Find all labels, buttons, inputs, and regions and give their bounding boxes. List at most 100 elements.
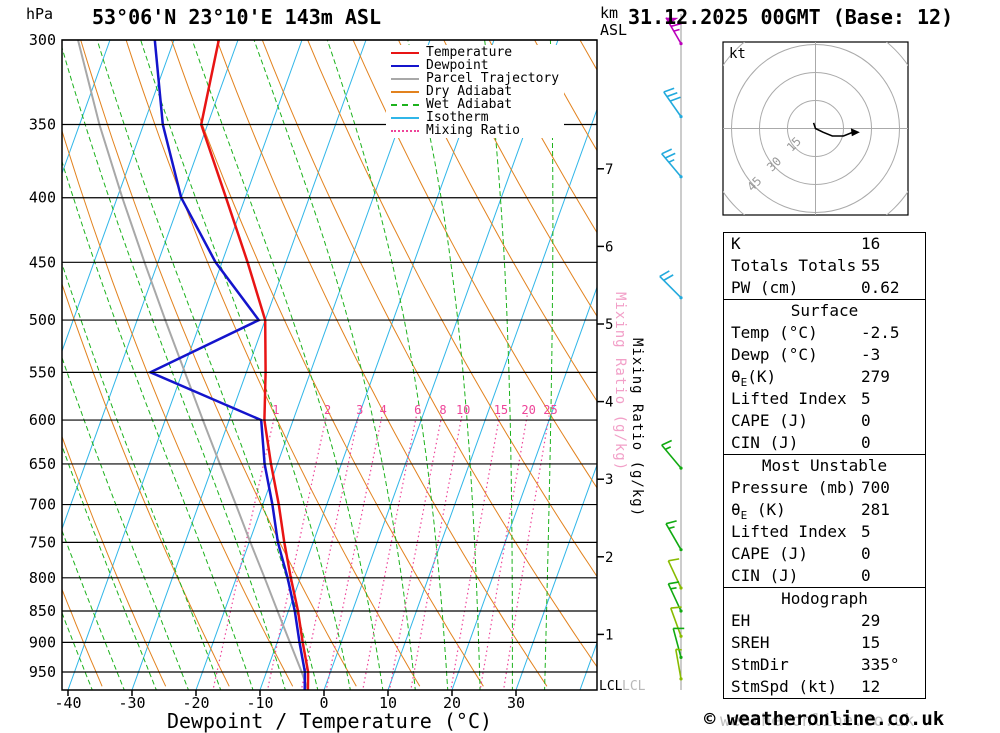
stat-label: CAPE (J) <box>731 544 809 563</box>
hodograph-trace <box>812 122 854 137</box>
pressure-tick-label: 400 <box>29 189 56 207</box>
wet-adiabat-line <box>62 356 189 690</box>
mixing-ratio-line <box>362 415 418 690</box>
legend-item: Dry Adiabat <box>391 85 559 98</box>
isotherm-line <box>387 107 597 690</box>
hodograph-trace-arrow <box>850 128 860 137</box>
legend-item-label: Isotherm <box>426 110 489 125</box>
stat-label: Pressure (mb) <box>731 478 857 497</box>
mixing-ratio-value-label: 15 <box>494 403 508 417</box>
temp-tick-label: 10 <box>379 694 397 712</box>
stat-value: 335° <box>861 655 900 674</box>
temp-tick-label: 0 <box>319 694 328 712</box>
pressure-tick-label: 450 <box>29 253 56 271</box>
wind-barb <box>665 520 683 552</box>
stat-value: -3 <box>861 345 881 364</box>
pressure-tick-label: 350 <box>29 116 56 134</box>
copyright: © weatheronline.co.uk <box>704 708 945 730</box>
stat-label: StmDir <box>731 655 789 674</box>
stats-row: Pressure (mb) 700 <box>724 477 925 499</box>
stats-section-title: Hodograph <box>781 589 868 608</box>
mixing-ratio-line <box>266 415 328 690</box>
dry-adiabat-line <box>352 40 597 489</box>
stat-value: 0 <box>861 566 871 585</box>
mixing-ratio-line <box>300 415 360 690</box>
stats-row: StmSpd (kt) 12 <box>724 676 925 698</box>
stat-value: 700 <box>861 478 890 497</box>
km-tick-label: 3 <box>605 472 613 488</box>
stat-label: Dewp (°C) <box>731 345 818 364</box>
pressure-tick-label: 550 <box>29 363 56 381</box>
altitude-axis-unit-km: km <box>600 4 619 22</box>
isotherm-line <box>195 40 431 690</box>
legend-item: Isotherm <box>391 111 559 124</box>
dry-adiabat-line <box>307 40 597 578</box>
stats-table: K 16 Totals Totals 55 PW (cm) 0.62 Surface Temp… <box>723 232 926 699</box>
stats-row: CIN (J) 0 <box>724 565 925 587</box>
dry-adiabat-line <box>62 435 167 687</box>
legend-item: Temperature <box>391 46 559 59</box>
stat-value: -2.5 <box>861 323 900 342</box>
watermark: weatheronline.co.uk <box>720 711 915 731</box>
wind-barb <box>665 17 683 46</box>
stat-label: SREH <box>731 633 770 652</box>
plot-border <box>61 39 598 691</box>
legend-item-label: Parcel Trajectory <box>426 71 560 86</box>
stat-value: 55 <box>861 256 881 275</box>
legend-item: Dewpoint <box>391 59 559 72</box>
legend-item-label: Dewpoint <box>426 58 489 73</box>
skewt-field <box>62 40 597 690</box>
pressure-tick-label: 300 <box>29 31 56 49</box>
dry-adiabat-line <box>261 40 597 668</box>
pressure-tick-label: 600 <box>29 411 56 429</box>
stats-row: Dewp (°C) -3 <box>724 344 925 366</box>
stat-label: StmSpd (kt) <box>731 677 837 696</box>
wind-barb <box>663 87 683 119</box>
stats-row: StmDir 335° <box>724 654 925 676</box>
stats-row: CIN (J) 0 <box>724 432 925 454</box>
stat-value: 5 <box>861 389 871 408</box>
wet-adiabat-line <box>62 444 157 690</box>
dry-adiabat-line <box>62 129 294 687</box>
mixing-ratio-value-label: 10 <box>456 403 470 417</box>
mixing-ratio-value-label: 6 <box>414 403 421 417</box>
wet-adiabat-line <box>62 611 93 690</box>
stats-section-title: Most Unstable <box>761 456 888 475</box>
stat-label: θE (K) <box>731 500 786 523</box>
wind-barb <box>675 648 683 681</box>
stat-value: 281 <box>861 500 890 519</box>
pressure-tick-label: 650 <box>29 455 56 473</box>
pressure-tick-label: 800 <box>29 569 56 587</box>
legend-item: Mixing Ratio <box>391 124 559 137</box>
stat-value: 0 <box>861 411 871 430</box>
isotherm-line <box>67 40 303 690</box>
km-tick-label: 1 <box>605 627 613 643</box>
pressure-tick-label: 950 <box>29 663 56 681</box>
stats-row: K 16 <box>724 233 925 255</box>
legend-item-label: Mixing Ratio <box>426 123 520 138</box>
wind-barb <box>667 581 683 613</box>
stat-label: Totals Totals <box>731 256 857 275</box>
km-tick-label: 7 <box>605 162 613 178</box>
mixing-ratio-line <box>479 415 528 690</box>
stats-row: CAPE (J) 0 <box>724 410 925 432</box>
mixing-ratio-value-label: 25 <box>543 403 557 417</box>
pressure-tick-label: 750 <box>29 533 56 551</box>
wet-adiabat-line <box>407 40 481 690</box>
wind-barb <box>659 270 683 300</box>
mixing-ratio-line <box>450 415 501 690</box>
stats-row: Temp (°C) -2.5 <box>724 322 925 344</box>
legend-item: Wet Adiabat <box>391 98 559 111</box>
stats-row: Totals Totals 55 <box>724 255 925 277</box>
lcl-label: LCL <box>599 679 623 694</box>
stat-value: 5 <box>861 522 871 541</box>
pressure-tick-label: 850 <box>29 602 56 620</box>
dry-adiabat-line <box>398 40 597 403</box>
wet-adiabat-line <box>140 40 351 690</box>
stats-row: CAPE (J) 0 <box>724 543 925 565</box>
dry-adiabat-line <box>125 40 421 687</box>
stats-row: Lifted Index 5 <box>724 388 925 410</box>
temp-tick-label: 20 <box>443 694 461 712</box>
stats-row: PW (cm) 0.62 <box>724 277 925 299</box>
